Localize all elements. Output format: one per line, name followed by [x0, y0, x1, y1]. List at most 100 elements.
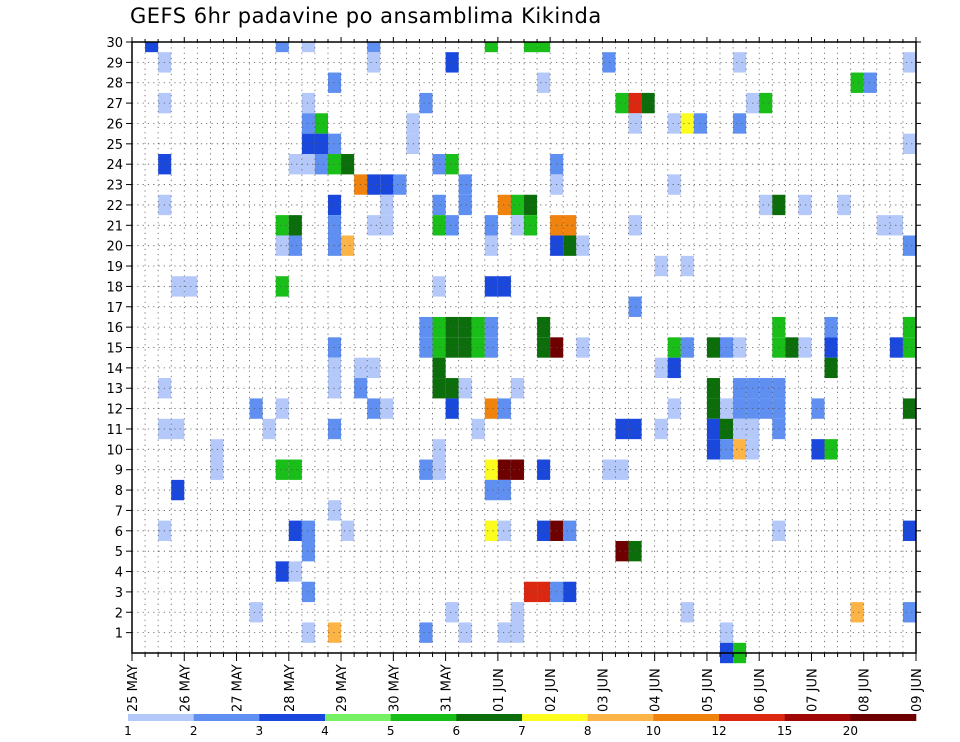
heatmap-cell: [484, 42, 498, 53]
heatmap-cell: [432, 215, 446, 236]
heatmap-cell: [288, 235, 302, 256]
heatmap-cell: [171, 418, 185, 440]
heatmap-cell: [458, 378, 472, 399]
heatmap-cell: [419, 459, 433, 480]
heatmap-cell: [759, 378, 773, 399]
heatmap-cell: [484, 520, 498, 541]
colorbar-label: 3: [256, 724, 264, 738]
y-tick-label: 18: [106, 280, 123, 295]
heatmap-cell: [537, 42, 551, 53]
colorbar-label: 6: [453, 724, 461, 738]
x-tick-label: 07 JUN: [805, 668, 820, 712]
x-tick-label: 01 JUN: [492, 668, 507, 712]
colorbar: 1 2 3 4 5 6 7 8 10 12 15 20: [124, 714, 917, 738]
colorbar-label: 1: [124, 724, 132, 738]
heatmap-cell: [275, 42, 289, 53]
heatmap-cell: [876, 215, 890, 236]
y-tick-label: 21: [106, 219, 123, 234]
colorbar-swatch: [522, 714, 588, 721]
heatmap-cell: [275, 276, 289, 297]
heatmap-cell: [367, 52, 381, 73]
heatmap-cell: [654, 255, 668, 277]
heatmap-cell: [301, 622, 315, 643]
y-tick-label: 20: [106, 240, 123, 255]
heatmap-cell: [537, 316, 551, 338]
y-tick-label: 19: [106, 260, 123, 275]
heatmap-cell: [706, 418, 720, 440]
colorbar-swatch: [653, 714, 720, 721]
heatmap-cell: [680, 255, 694, 277]
heatmap-cell: [615, 92, 629, 114]
heatmap-cell: [510, 378, 524, 399]
y-tick-label: 22: [106, 199, 123, 214]
heatmap-cell: [759, 194, 773, 216]
heatmap-cell: [445, 52, 459, 73]
colorbar-label: 20: [843, 724, 858, 738]
x-tick-label: 30 MAY: [387, 664, 402, 712]
heatmap-cell: [432, 337, 446, 358]
heatmap-cell: [902, 398, 916, 419]
colorbar-label: 2: [190, 724, 198, 738]
heatmap-cell: [537, 520, 551, 541]
heatmap-cell: [458, 174, 472, 195]
x-tick-label: 26 MAY: [178, 664, 193, 712]
y-tick-label: 15: [106, 342, 123, 357]
heatmap-cell: [693, 113, 707, 134]
heatmap-cell: [733, 337, 747, 358]
heatmap-cell: [850, 72, 864, 93]
heatmap-cell: [824, 439, 838, 460]
heatmap-cell: [563, 215, 577, 236]
heatmap-cell: [798, 337, 812, 358]
heatmap-cell: [288, 459, 302, 480]
heatmap-cell: [537, 337, 551, 358]
heatmap-cell: [824, 337, 838, 358]
heatmap-cell: [275, 215, 289, 236]
colorbar-label: 10: [646, 724, 661, 738]
y-tick-label: 23: [106, 179, 123, 194]
heatmap-cell: [902, 133, 916, 155]
y-tick-label: 16: [106, 321, 123, 336]
y-tick-label: 14: [106, 362, 123, 377]
heatmap-cell: [628, 113, 642, 134]
heatmap-cell: [301, 154, 315, 175]
heatmap-cell: [275, 459, 289, 480]
colorbar-label: 4: [321, 724, 329, 738]
heatmap-cell: [367, 215, 381, 236]
heatmap-cell: [301, 581, 315, 603]
heatmap-cell: [301, 92, 315, 114]
heatmap-cell: [445, 398, 459, 419]
x-tick-label: 02 JUN: [544, 668, 559, 712]
y-tick-label: 6: [115, 525, 123, 540]
heatmap-cell: [471, 418, 485, 440]
heatmap-cell: [458, 337, 472, 358]
heatmap-cell: [145, 42, 159, 53]
y-tick-label: 2: [115, 606, 123, 621]
heatmap-cell: [563, 581, 577, 603]
x-tick-label: 09 JUN: [910, 668, 925, 712]
heatmap-cell: [628, 418, 642, 440]
heatmap-cell: [497, 398, 511, 419]
heatmap-cell: [537, 581, 551, 603]
heatmap-cell: [850, 602, 864, 623]
heatmap-cell: [471, 316, 485, 338]
heatmap-cell: [680, 337, 694, 358]
y-tick-label: 7: [115, 504, 123, 519]
heatmap-cell: [706, 337, 720, 358]
heatmap-cell: [785, 337, 799, 358]
heatmap-cell: [314, 154, 328, 175]
colorbar-label: 12: [711, 724, 726, 738]
heatmap-cell: [510, 194, 524, 216]
heatmap-cell: [432, 459, 446, 480]
heatmap-cell: [628, 92, 642, 114]
heatmap-cell: [641, 92, 655, 114]
colorbar-label: 15: [777, 724, 792, 738]
heatmap-cell: [537, 459, 551, 480]
heatmap-cell: [445, 154, 459, 175]
heatmap-cell: [733, 113, 747, 134]
heatmap-cell: [445, 602, 459, 623]
heatmap-cell: [733, 52, 747, 73]
heatmap-cell: [301, 113, 315, 134]
heatmap-cell: [458, 622, 472, 643]
heatmap-cell: [432, 194, 446, 216]
